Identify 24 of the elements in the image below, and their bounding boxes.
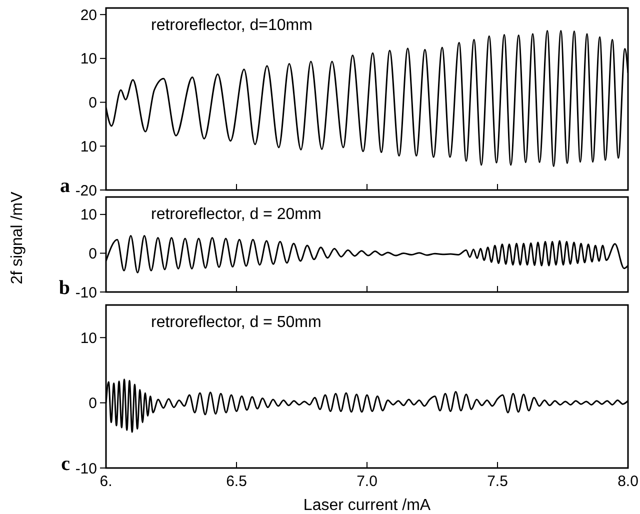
x-axis-title: Laser current /mA [303,497,431,514]
x-tick-label: 8.0 [618,473,638,490]
x-tick-label: 6.5 [226,473,247,490]
y-tick-label: 0 [88,395,97,412]
y-tick-label: 0 [88,245,97,262]
y-tick-label: 20 [80,6,97,24]
y-tick-label: 10 [80,206,97,224]
text: b [58,277,70,299]
x-tick-label: 7.0 [356,473,378,490]
y-tick-label: -10 [75,284,97,302]
y-tick-label: -20 [75,182,97,200]
y-tick-label: 10 [80,138,97,156]
y-tick-label: 0 [88,94,97,112]
text: retroreflector, d = 50mm [151,314,322,331]
text: retroreflector, d=10mm [151,17,312,34]
text: a [60,175,70,197]
x-tick-label: 6. [100,473,112,490]
text: retroreflector, d = 20mm [151,206,322,223]
y-tick-label: 10 [80,330,97,347]
y-tick-label: 10 [80,50,97,68]
y-axis-title: 2f signal /mV [9,191,26,284]
y-tick-label: -10 [75,460,97,478]
text: c [61,453,70,475]
x-tick-label: 7.5 [487,473,508,490]
